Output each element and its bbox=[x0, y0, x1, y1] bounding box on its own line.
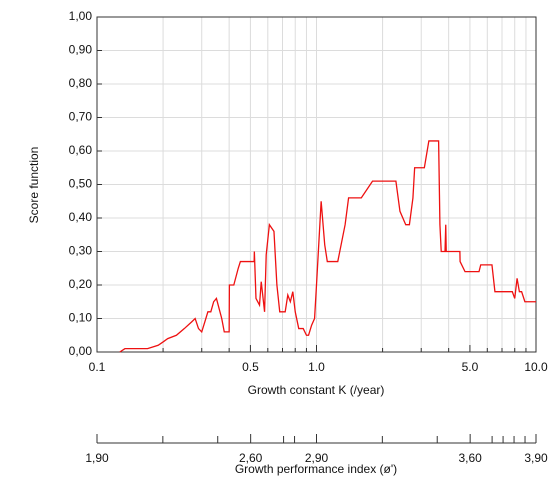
y-tick-label: 0,50 bbox=[69, 177, 93, 191]
x2-tick-label: 2,90 bbox=[305, 451, 329, 465]
x2-tick-label: 3,60 bbox=[458, 451, 482, 465]
x-tick-label: 10.0 bbox=[524, 360, 548, 374]
y-tick-label: 0,80 bbox=[69, 76, 93, 90]
x-tick-label: 0.5 bbox=[242, 360, 259, 374]
data-line bbox=[119, 140, 536, 353]
y-tick-label: 1,00 bbox=[69, 9, 93, 23]
x-axis-title: Growth constant K (/year) bbox=[248, 383, 385, 397]
y-tick-label: 0,60 bbox=[69, 143, 93, 157]
plot-frame bbox=[96, 16, 537, 353]
y-tick-label: 0,70 bbox=[69, 110, 93, 124]
x2-tick-label: 1,90 bbox=[85, 451, 109, 465]
y-axis-title: Score function bbox=[27, 147, 41, 224]
x2-tick-label: 3,90 bbox=[524, 451, 548, 465]
x-tick-label: 1.0 bbox=[308, 360, 325, 374]
y-tick-label: 0,20 bbox=[69, 277, 93, 291]
y-tick-label: 0,40 bbox=[69, 210, 93, 224]
x-tick-label: 5.0 bbox=[462, 360, 479, 374]
y-tick-label: 0,00 bbox=[69, 344, 93, 358]
y-tick-label: 0,90 bbox=[69, 43, 93, 57]
x2-tick-label: 2,60 bbox=[239, 451, 263, 465]
y-tick-label: 0,30 bbox=[69, 244, 93, 258]
x2-axis-title: Growth performance index (ø') bbox=[235, 462, 397, 476]
x-tick-label: 0.1 bbox=[89, 360, 106, 374]
y-tick-label: 0,10 bbox=[69, 311, 93, 325]
